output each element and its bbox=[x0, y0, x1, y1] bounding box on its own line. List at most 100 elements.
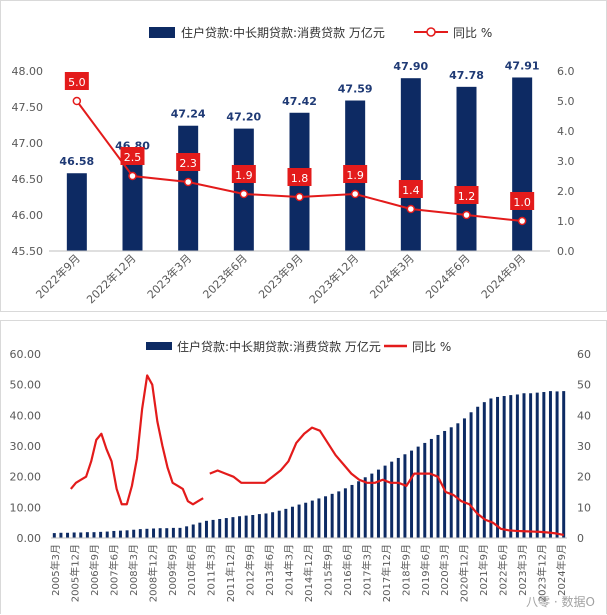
y-left-tick-label: 30.00 bbox=[10, 440, 42, 453]
x-tick-label: 2020年12月 bbox=[458, 544, 471, 602]
x-tick-label: 2005年12月 bbox=[68, 544, 81, 602]
legend-line-label: 同比 % bbox=[453, 26, 492, 40]
yoy-value-label: 2.5 bbox=[124, 151, 142, 164]
bar bbox=[92, 532, 96, 538]
bar bbox=[383, 465, 387, 538]
x-tick-label: 2014年12月 bbox=[302, 544, 315, 602]
yoy-label-box bbox=[120, 147, 145, 165]
x-tick-label: 2012年9月 bbox=[244, 544, 257, 596]
bar bbox=[271, 512, 275, 538]
x-tick-label: 2005年3月 bbox=[49, 544, 62, 596]
bar bbox=[297, 504, 301, 538]
x-category-label: 2023年12月 bbox=[306, 251, 361, 306]
bar bbox=[171, 527, 175, 538]
x-tick-label: 2008年12月 bbox=[146, 544, 159, 602]
yoy-value-label: 5.0 bbox=[68, 76, 86, 89]
bar bbox=[489, 398, 493, 538]
y-left-tick-label: 40.00 bbox=[10, 409, 42, 422]
yoy-point bbox=[183, 177, 193, 187]
yoy-point bbox=[239, 189, 249, 199]
bar-value-label: 47.91 bbox=[505, 59, 540, 72]
x-tick-label: 2007年6月 bbox=[107, 544, 120, 596]
yoy-point bbox=[350, 189, 360, 199]
bar bbox=[509, 395, 513, 538]
y-left-tick-label: 45.50 bbox=[12, 245, 44, 258]
y-left-tick-label: 10.00 bbox=[10, 501, 42, 514]
bar bbox=[284, 508, 288, 538]
yoy-value-label: 1.8 bbox=[291, 172, 309, 185]
bar bbox=[211, 519, 215, 538]
bar bbox=[357, 481, 361, 538]
yoy-value-label: 2.3 bbox=[179, 157, 197, 170]
bar bbox=[343, 488, 347, 538]
legend-line-marker bbox=[426, 27, 436, 37]
bar-value-label: 46.58 bbox=[59, 155, 94, 168]
yoy-line-segment bbox=[69, 374, 204, 506]
yoy-value-label: 1.0 bbox=[513, 196, 531, 209]
bar-value-label: 47.90 bbox=[393, 60, 428, 73]
bar bbox=[264, 513, 268, 538]
bar bbox=[482, 402, 486, 538]
bar bbox=[198, 522, 202, 538]
bar bbox=[145, 528, 149, 538]
bar bbox=[59, 532, 63, 538]
bar bbox=[456, 423, 460, 538]
y-left-tick-label: 60.00 bbox=[10, 348, 42, 361]
bar bbox=[390, 461, 394, 538]
bar bbox=[66, 173, 87, 251]
bar-value-label: 47.42 bbox=[282, 95, 317, 108]
yoy-point bbox=[406, 204, 416, 214]
bar bbox=[72, 532, 76, 538]
bar bbox=[462, 418, 466, 538]
bar bbox=[185, 526, 189, 538]
x-tick-label: 2019年6月 bbox=[419, 544, 432, 596]
bar bbox=[277, 510, 281, 538]
bar bbox=[118, 530, 122, 538]
y-left-tick-label: 46.00 bbox=[12, 209, 44, 222]
y-left-tick-label: 48.00 bbox=[12, 65, 44, 78]
y-left-tick-label: 46.50 bbox=[12, 173, 44, 186]
bar bbox=[456, 86, 477, 251]
bar bbox=[400, 78, 421, 251]
bar bbox=[376, 469, 380, 538]
yoy-label-box bbox=[287, 168, 312, 186]
y-right-tick-label: 3.0 bbox=[557, 155, 575, 168]
y-left-tick-label: 47.00 bbox=[12, 137, 44, 150]
x-category-label: 2023年9月 bbox=[255, 251, 305, 301]
bar-value-label: 47.59 bbox=[338, 83, 373, 96]
yoy-line-segment bbox=[209, 426, 564, 537]
bar-value-label: 47.20 bbox=[226, 111, 261, 124]
bar bbox=[443, 430, 447, 538]
bar bbox=[132, 529, 136, 538]
bar bbox=[105, 531, 109, 538]
legend-bar-swatch bbox=[149, 27, 175, 38]
bar bbox=[370, 473, 374, 538]
bar bbox=[218, 518, 222, 538]
bar bbox=[542, 392, 546, 538]
bar bbox=[515, 394, 519, 538]
x-tick-label: 2023年3月 bbox=[516, 544, 529, 596]
y-right-tick-label: 60 bbox=[577, 348, 591, 361]
x-tick-label: 2008年3月 bbox=[127, 544, 140, 596]
legend-bar-label: 住户贷款:中长期贷款:消费贷款 万亿元 bbox=[177, 339, 381, 354]
yoy-label-box bbox=[510, 192, 535, 210]
bar bbox=[410, 450, 414, 538]
top-chart: 住户贷款:中长期贷款:消费贷款 万亿元 同比 % 45.50 46.00 46.50 47… bbox=[12, 25, 575, 306]
bar bbox=[138, 529, 142, 538]
bar bbox=[165, 528, 169, 538]
bar bbox=[535, 392, 539, 538]
bar-value-label: 47.24 bbox=[171, 108, 206, 121]
bar bbox=[350, 484, 354, 538]
bar bbox=[403, 454, 407, 538]
legend-bar-swatch bbox=[146, 342, 172, 350]
x-tick-label: 2024年9月 bbox=[555, 544, 568, 596]
yoy-label-box bbox=[176, 153, 201, 171]
x-tick-label: 2011年3月 bbox=[205, 544, 218, 596]
y-right-tick-label: 0.0 bbox=[557, 245, 575, 258]
yoy-label-box bbox=[343, 165, 368, 183]
bar bbox=[496, 396, 500, 538]
bar bbox=[317, 498, 321, 538]
y-right-tick-label: 2.0 bbox=[557, 185, 575, 198]
y-left-tick-label: 0.00 bbox=[17, 532, 42, 545]
bar bbox=[244, 515, 248, 538]
